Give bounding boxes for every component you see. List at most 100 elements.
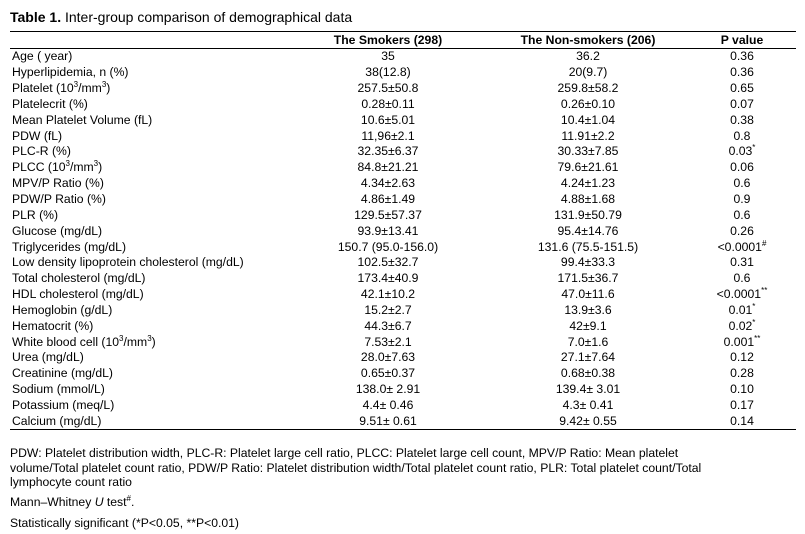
p-value-text: 0.02: [728, 318, 753, 333]
cell-non-smokers: 0.26±0.10: [560, 96, 616, 111]
mann-whitney-prefix: Mann–Whitney: [10, 494, 95, 509]
table-row: Triglycerides (mg/dL) 150.7 (95.0-156.0) 1…: [10, 239, 796, 255]
cell-variable: Platelet (103/mm3): [10, 81, 288, 97]
cell-smokers: 4.34±2.63: [360, 176, 416, 191]
table-row: MPV/P Ratio (%) 4.34±2.63 4.24±1.23 0.6: [10, 176, 796, 192]
cell-smokers: 7.53±2.1: [364, 334, 412, 349]
cell-variable: Hematocrit (%): [10, 318, 288, 334]
cell-non-smokers: 131.6 (75.5-151.5): [537, 239, 639, 254]
significance-mark: #: [761, 238, 767, 248]
table-row: PLCC (103/mm3) 84.8±21.21 79.6±21.61 0.06: [10, 160, 796, 176]
cell-smokers: 9.51± 0.61: [288, 413, 488, 431]
cell-variable: HDL cholesterol (mg/dL): [10, 287, 288, 303]
cell-non-smokers: 30.33±7.85: [557, 144, 619, 159]
cell-smokers: 10.6±5.01: [360, 112, 416, 127]
cell-variable: Triglycerides (mg/dL): [10, 239, 288, 255]
table-row: PDW/P Ratio (%) 4.86±1.49 4.88±1.68 0.9: [10, 192, 796, 208]
cell-p-value: 0.6: [688, 271, 796, 287]
p-value-text: 0.6: [733, 271, 751, 286]
p-value-text: 0.01: [728, 302, 753, 317]
cell-smokers: 0.65±0.37: [360, 366, 416, 381]
variable-text: Calcium (mg/dL): [12, 413, 102, 428]
table-row: Hematocrit (%) 44.3±6.7 42±9.1 0.02*: [10, 318, 796, 334]
p-value-text: 0.001: [723, 334, 755, 349]
mann-whitney-u: U: [94, 494, 104, 509]
variable-text: Creatinine (mg/dL): [12, 366, 113, 381]
cell-non-smokers: 139.4± 3.01: [555, 382, 621, 397]
variable-text: PDW (fL): [12, 128, 63, 143]
table-body: Age ( year) 35 36.2 0.36 Hyperlipidemia, n (…: [10, 49, 796, 431]
p-value-text: 0.07: [730, 96, 754, 111]
table-row: Low density lipoprotein cholesterol (mg/…: [10, 255, 796, 271]
table-row: PLR (%) 129.5±57.37 131.9±50.79 0.6: [10, 207, 796, 223]
variable-text: Mean Platelet Volume (fL): [12, 112, 153, 127]
cell-non-smokers: 27.1±7.64: [560, 350, 616, 365]
variable-text: Platelet (10: [12, 81, 74, 96]
p-value-text: 0.65: [730, 81, 754, 96]
variable-text: Hematocrit (%): [12, 318, 94, 333]
cell-variable: PDW (fL): [10, 128, 288, 144]
cell-smokers: 15.2±2.7: [364, 302, 412, 317]
variable-text: MPV/P Ratio (%): [12, 176, 104, 191]
table-row: Hyperlipidemia, n (%) 38(12.8) 20(9.7) 0.36: [10, 65, 796, 81]
cell-non-smokers: 11.91±2.2: [561, 128, 615, 143]
cell-p-value: <0.0001**: [688, 287, 796, 303]
cell-non-smokers: 47.0±11.6: [561, 287, 615, 302]
variable-text: PLCC (10: [12, 160, 66, 175]
cell-p-value: 0.17: [688, 398, 796, 414]
cell-variable: Sodium (mmol/L): [10, 382, 288, 398]
p-value-text: <0.0001: [717, 239, 762, 254]
abbreviations-line-1: PDW: Platelet distribution width, PLC-R:…: [10, 446, 679, 460]
significance-mark: *: [752, 143, 756, 153]
cell-variable: Age ( year): [10, 49, 288, 65]
p-value-text: 0.36: [730, 65, 754, 80]
table-row: Potassium (meq/L) 4.4± 0.46 4.3± 0.41 0.17: [10, 398, 796, 414]
variable-text: HDL cholesterol (mg/dL): [12, 287, 144, 302]
cell-smokers: 4.4± 0.46: [362, 397, 414, 412]
cell-non-smokers: 13.9±3.6: [564, 302, 612, 317]
cell-p-value: 0.38: [688, 112, 796, 128]
cell-smokers: 42.1±10.2: [360, 287, 416, 302]
cell-variable: PLCC (103/mm3): [10, 160, 288, 176]
p-value-text: 0.8: [733, 128, 751, 143]
cell-smokers: 0.28±0.11: [361, 96, 415, 111]
cell-p-value: 0.9: [688, 192, 796, 208]
cell-smokers: 93.9±13.41: [357, 223, 419, 238]
variable-text: Potassium (meq/L): [12, 397, 115, 412]
variable-text: Glucose (mg/dL): [12, 223, 103, 238]
mann-whitney-note: Mann–Whitney U test#.: [10, 494, 796, 510]
variable-text: PDW/P Ratio (%): [12, 192, 106, 207]
variable-text: Total cholesterol (mg/dL): [12, 271, 146, 286]
significance-mark: *: [752, 317, 756, 327]
cell-p-value: <0.0001#: [688, 239, 796, 255]
header-variable: [10, 31, 288, 49]
variable-text: /mm: [69, 160, 94, 175]
cell-non-smokers: 95.4±14.76: [557, 223, 619, 238]
cell-variable: PLR (%): [10, 207, 288, 223]
variable-text: PLR (%): [12, 207, 59, 222]
cell-variable: Total cholesterol (mg/dL): [10, 271, 288, 287]
cell-non-smokers: 4.88±1.68: [560, 192, 616, 207]
cell-p-value: 0.8: [688, 128, 796, 144]
table-row: Hemoglobin (g/dL) 15.2±2.7 13.9±3.6 0.01*: [10, 302, 796, 319]
cell-variable: PLC-R (%): [10, 144, 288, 160]
variable-text: Low density lipoprotein cholesterol (mg/…: [12, 255, 244, 270]
variable-text: PLC-R (%): [12, 144, 71, 159]
cell-p-value: 0.6: [688, 207, 796, 223]
cell-variable: Potassium (meq/L): [10, 398, 288, 414]
cell-p-value: 0.03*: [688, 144, 796, 160]
cell-p-value: 0.02*: [688, 318, 796, 334]
superscript: 3: [65, 159, 70, 169]
cell-variable: Hyperlipidemia, n (%): [10, 65, 288, 81]
cell-non-smokers: 259.8±58.2: [557, 81, 619, 96]
table-row: Platelecrit (%) 0.28±0.11 0.26±0.10 0.07: [10, 97, 796, 113]
superscript: 3: [73, 80, 79, 90]
cell-smokers: 4.86±1.49: [360, 192, 416, 207]
variable-text: ): [106, 81, 111, 96]
table-row: Mean Platelet Volume (fL) 10.6±5.01 10.4±1…: [10, 112, 796, 128]
table-label: Table 1.: [10, 9, 62, 25]
table-header-row: The Smokers (298) The Non-smokers (206) …: [10, 31, 796, 49]
cell-non-smokers: 79.6±21.61: [557, 160, 619, 175]
cell-p-value: 0.06: [688, 160, 796, 176]
